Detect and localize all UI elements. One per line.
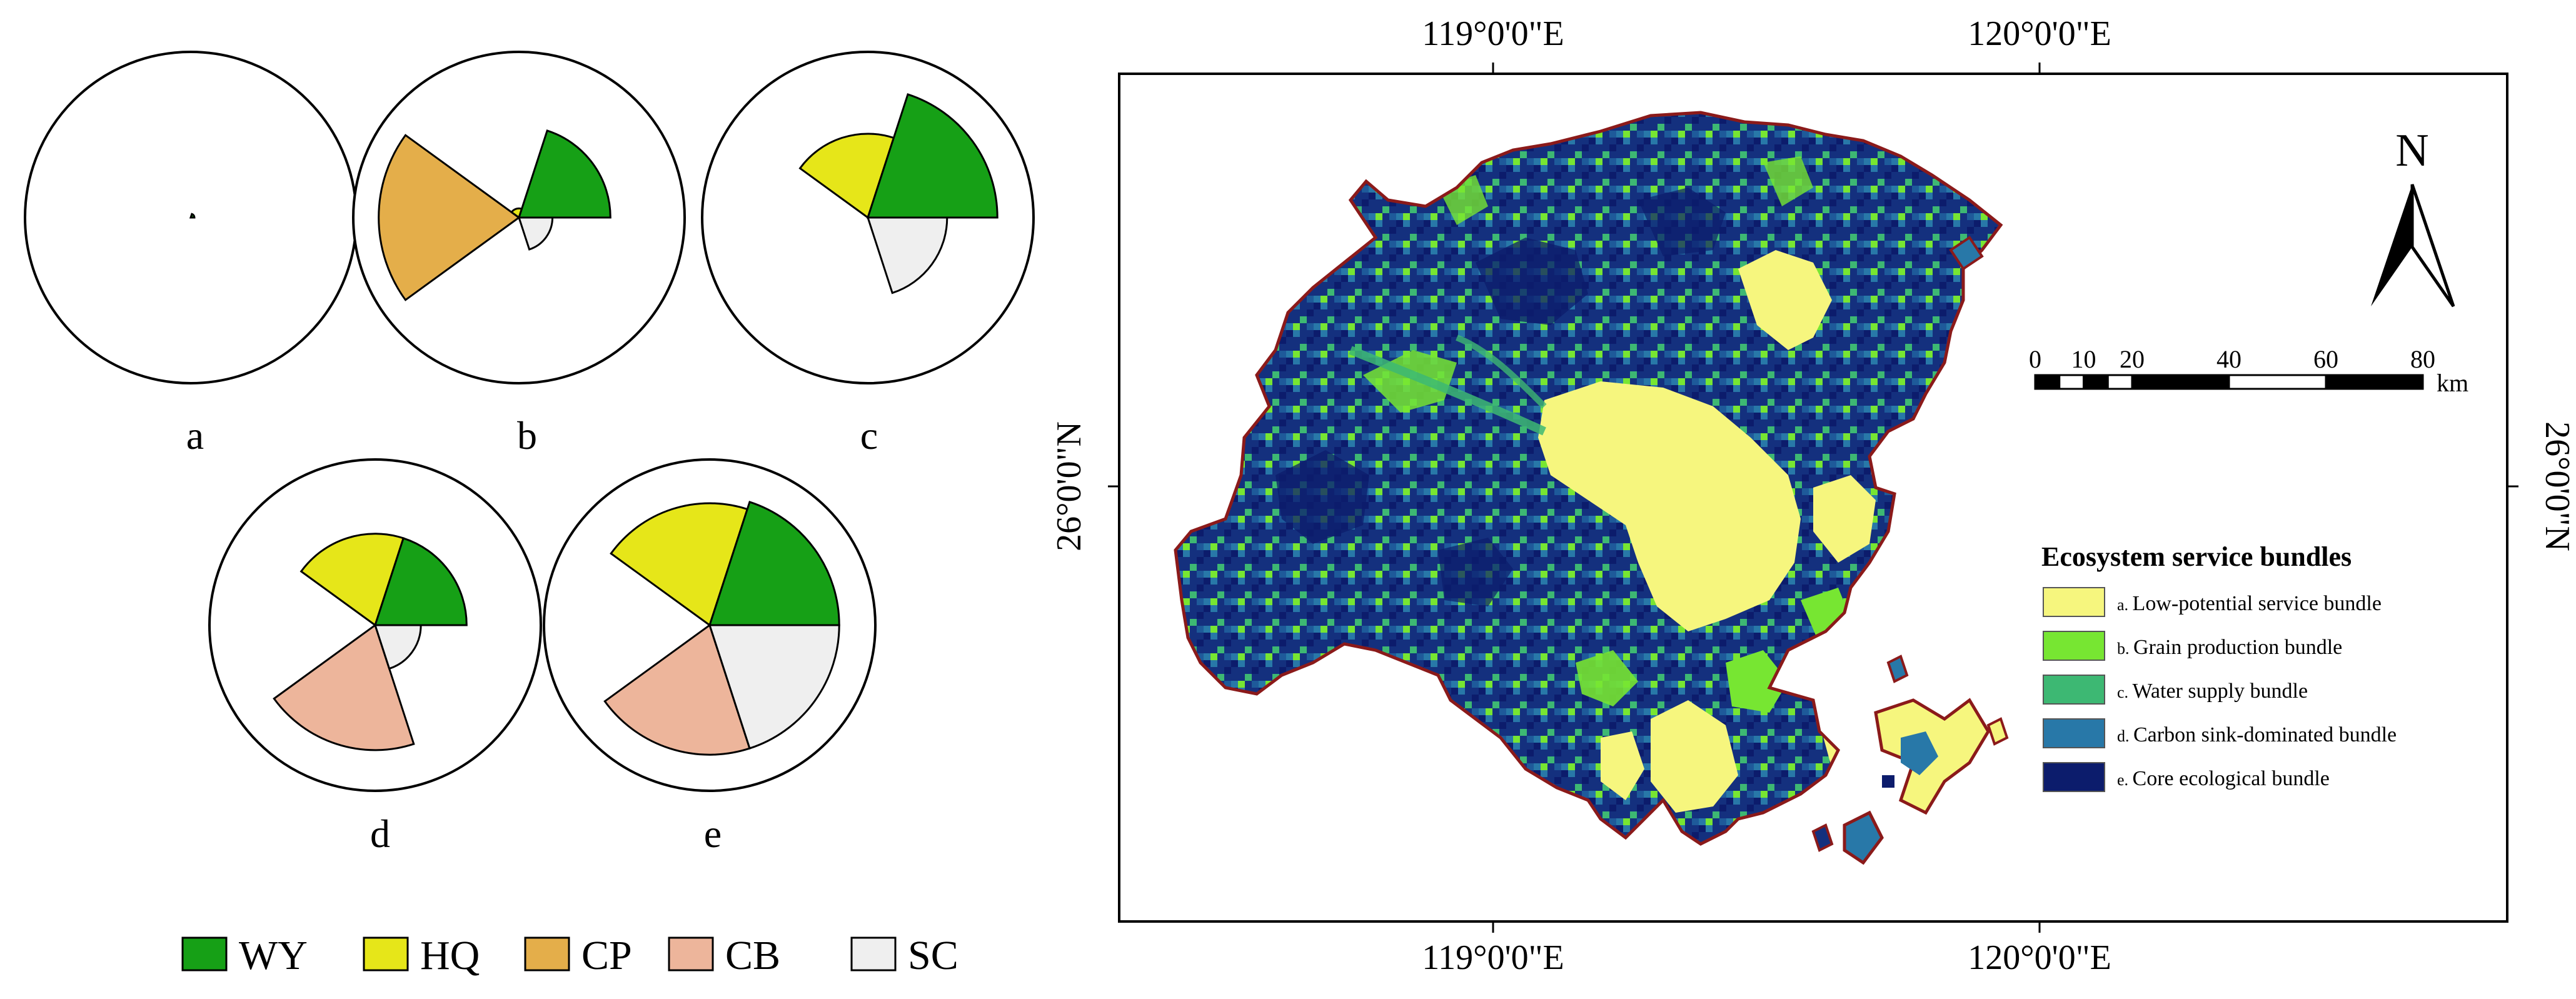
bundle-legend-swatch (2043, 718, 2105, 748)
scale-bar-segment (2058, 374, 2085, 390)
rose-sector-cb (273, 623, 415, 751)
rose-sector-sc (373, 624, 422, 670)
left-latitude-label: 26°0'0"N (1050, 421, 1089, 551)
rose-chart-a: a (24, 51, 358, 458)
island-small-5 (1886, 655, 1909, 683)
rose-chart-d: d (208, 458, 542, 856)
bundle-legend-label: c. Water supply bundle (2117, 680, 2308, 703)
service-legend-swatch-cb (668, 936, 714, 971)
scale-bar-segment (2228, 374, 2327, 390)
scale-bar-unit: km (2437, 369, 2468, 397)
bundle-legend-label: d. Carbon sink-dominated bundle (2117, 723, 2397, 746)
rose-sector-cb (603, 623, 751, 756)
service-legend-swatch-wy (181, 936, 228, 971)
island-small-2 (1811, 823, 1834, 852)
scale-bar-segment (2083, 374, 2109, 390)
scale-bar-tick-label: 40 (2216, 345, 2241, 373)
service-legend-label-wy: WY (239, 933, 308, 978)
rose-chart-b: b (352, 51, 686, 458)
island-small-4 (1986, 717, 2009, 746)
scale-bar-tick-label: 10 (2071, 345, 2096, 373)
rose-sector-wy (866, 93, 999, 219)
rose-chart-label: c (860, 413, 878, 458)
bundle-legend-swatch (2043, 587, 2105, 617)
bundle-legend-label: b. Grain production bundle (2117, 636, 2342, 659)
scale-bar-tick-label: 80 (2410, 345, 2435, 373)
rose-sector-wy (708, 501, 840, 626)
rose-diagram-panel: a b c d e (24, 51, 1035, 856)
bundle-legend: Ecosystem service bundles a. Low-potenti… (2041, 541, 2397, 792)
scale-bar-segment (2325, 374, 2424, 390)
bundle-legend-swatch (2043, 675, 2105, 705)
rose-sector-wy (517, 129, 611, 219)
map-frame (1118, 73, 2508, 923)
rose-chart-e: e (543, 458, 877, 856)
island-small-3 (1949, 236, 1984, 271)
rose-chart-label: e (704, 811, 722, 856)
rose-chart-label: b (517, 413, 537, 458)
bottom-longitude-label-2: 120°0'0"E (1968, 938, 2111, 977)
rose-sector-sc (517, 216, 554, 251)
scale-bar-tick-label: 60 (2313, 345, 2338, 373)
island-small-1 (1843, 810, 1884, 865)
rose-sector-cp (378, 134, 521, 301)
scale-bar-tick-label: 0 (2029, 345, 2041, 373)
rose-sector-sc (708, 624, 840, 750)
scale-bar-segment (2034, 374, 2061, 390)
map-graticule-ticks (1108, 63, 2518, 933)
north-arrow: N (2371, 125, 2455, 308)
service-legend-swatch-sc (850, 936, 897, 971)
service-legend-label-hq: HQ (420, 933, 480, 978)
bottom-longitude-label-1: 119°0'0"E (1422, 938, 1564, 977)
rose-sector-hq (798, 133, 895, 219)
service-legend-label-sc: SC (908, 933, 958, 978)
scale-bar-tick-label: 20 (2120, 345, 2145, 373)
rose-sector-wy (189, 213, 196, 219)
scale-bar-segment (2106, 374, 2133, 390)
rose-chart-label: a (186, 413, 204, 458)
scale-bar-segment (2131, 374, 2230, 390)
service-legend-label-cp: CP (581, 933, 632, 978)
service-legend-swatch-hq (363, 936, 409, 971)
bundle-legend-label: a. Low-potential service bundle (2117, 592, 2382, 615)
rose-sector-sc (866, 216, 948, 294)
north-arrow-left-half (2371, 184, 2412, 306)
rose-sector-hq (610, 502, 749, 627)
north-arrow-label: N (2395, 125, 2428, 176)
north-arrow-right-half (2410, 184, 2455, 308)
bundle-legend-swatch (2043, 631, 2105, 661)
rose-chart-c: c (701, 51, 1035, 458)
rose-sector-hq (299, 533, 405, 627)
map-panel: 119°0'0"E 120°0'0"E 119°0'0"E 120°0'0"E … (1050, 14, 2576, 977)
rose-chart-label: d (370, 811, 390, 856)
top-longitude-label-2: 120°0'0"E (1968, 14, 2111, 53)
bundle-raster-map (1163, 100, 2009, 865)
service-legend-swatch-cp (524, 936, 570, 971)
rose-sector-wy (373, 537, 468, 626)
service-legend-label-cb: CB (725, 933, 780, 978)
bundle-legend-label: e. Core ecological bundle (2117, 767, 2330, 790)
top-longitude-label-1: 119°0'0"E (1422, 14, 1564, 53)
legend-title: Ecosystem service bundles (2041, 541, 2352, 572)
service-legend: WY HQ CP CB SC (181, 933, 958, 978)
bundle-legend-swatch (2043, 762, 2105, 792)
right-latitude-label: 26°0'0"N (2538, 421, 2576, 551)
